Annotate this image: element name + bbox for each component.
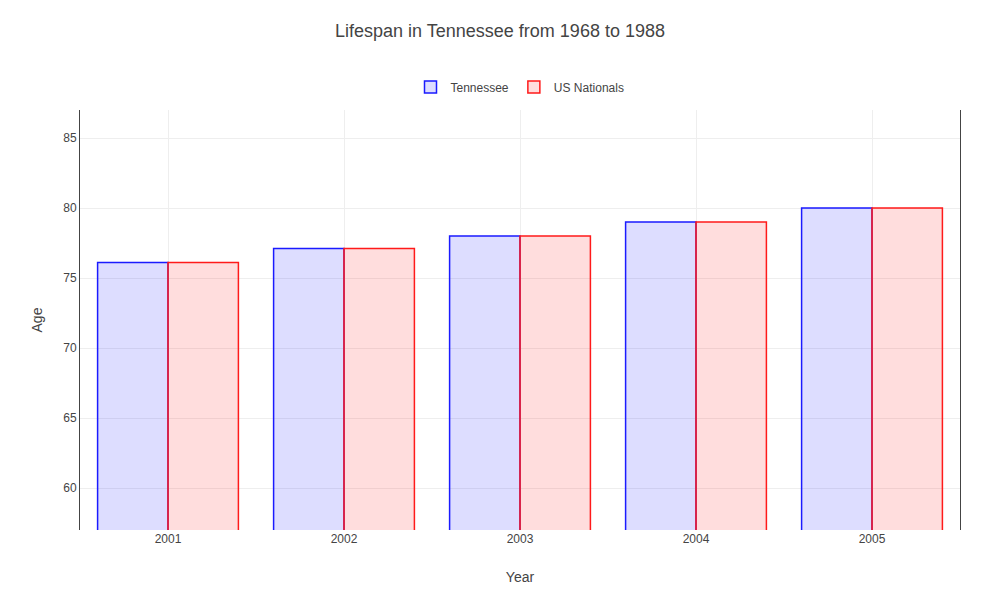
svg-text:65: 65: [63, 411, 77, 425]
svg-text:85: 85: [63, 131, 77, 145]
svg-text:2004: 2004: [683, 532, 710, 546]
svg-text:2002: 2002: [331, 532, 358, 546]
svg-text:Year: Year: [506, 569, 535, 585]
svg-text:60: 60: [63, 481, 77, 495]
svg-text:80: 80: [63, 201, 77, 215]
svg-text:2003: 2003: [507, 532, 534, 546]
svg-text:Tennessee: Tennessee: [451, 81, 509, 95]
svg-text:75: 75: [63, 271, 77, 285]
svg-text:2005: 2005: [859, 532, 886, 546]
svg-text:2001: 2001: [155, 532, 182, 546]
svg-text:Age: Age: [29, 307, 45, 332]
svg-text:Lifespan in Tennessee from 196: Lifespan in Tennessee from 1968 to 1988: [335, 21, 665, 41]
svg-text:70: 70: [63, 341, 77, 355]
svg-text:US Nationals: US Nationals: [554, 81, 624, 95]
